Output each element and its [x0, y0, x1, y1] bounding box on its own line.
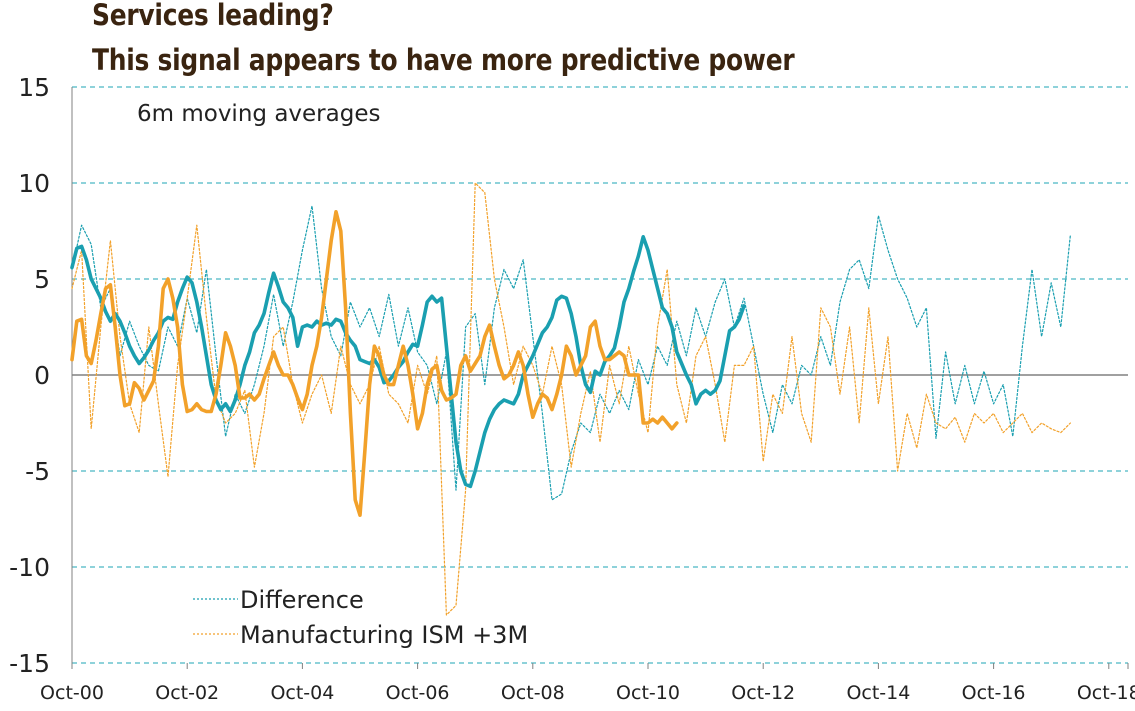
y-tick-label: 5 — [34, 265, 50, 294]
x-tick-label: Oct-18 — [1077, 682, 1135, 704]
x-tick-label: Oct-00 — [40, 682, 104, 704]
legend-label: Manufacturing ISM +3M — [240, 621, 528, 649]
chart-title-line-2: This signal appears to have more predict… — [92, 43, 795, 77]
y-tick-label: -15 — [9, 649, 50, 678]
x-tick-label: Oct-08 — [501, 682, 565, 704]
x-tick-label: Oct-16 — [962, 682, 1026, 704]
y-tick-label: -5 — [25, 457, 50, 486]
series-line-0 — [71, 205, 1071, 501]
series-line-2 — [70, 235, 746, 489]
x-tick-label: Oct-14 — [846, 682, 910, 704]
x-tick-label: Oct-06 — [386, 682, 450, 704]
x-tick-label: Oct-10 — [616, 682, 680, 704]
series-line-1 — [71, 182, 1071, 616]
y-tick-label: 0 — [34, 361, 50, 390]
chart-title-line-1: Services leading? — [92, 0, 334, 32]
y-tick-label: 10 — [18, 169, 50, 198]
x-tick-label: Oct-12 — [731, 682, 795, 704]
y-tick-label: 15 — [18, 73, 50, 102]
series-line-3 — [70, 210, 679, 517]
x-tick-label: Oct-02 — [155, 682, 219, 704]
legend-label: Difference — [240, 586, 364, 614]
x-tick-label: Oct-04 — [270, 682, 334, 704]
chart-subtitle: 6m moving averages — [137, 101, 380, 127]
y-tick-label: -10 — [9, 553, 50, 582]
